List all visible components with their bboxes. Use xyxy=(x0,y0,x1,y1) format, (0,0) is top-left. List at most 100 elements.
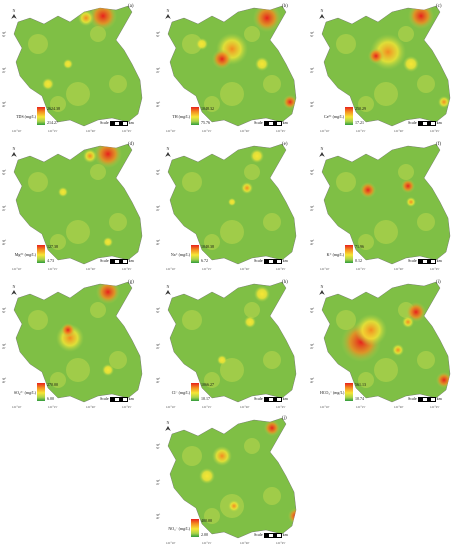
hotspot xyxy=(392,344,404,356)
scale-unit: km xyxy=(128,396,134,401)
hotspot xyxy=(96,282,120,304)
longitude-label: 121°10′ xyxy=(12,267,22,271)
scale-unit: km xyxy=(282,532,288,537)
scale-label: Scale xyxy=(100,120,109,125)
north-letter: N xyxy=(12,8,16,13)
latitude-label: 38° 45′ xyxy=(2,67,7,74)
scale-bar: Scale km xyxy=(408,120,442,126)
value-zone xyxy=(204,372,220,388)
latitude-label: 38° 45′ xyxy=(156,479,161,486)
scale-unit: km xyxy=(436,258,442,263)
latitude-label: 38° 45′ xyxy=(310,343,315,350)
legend-max: 1040.38 xyxy=(201,244,214,249)
hotspot xyxy=(63,59,73,69)
scale-bar: Scale km xyxy=(254,532,288,538)
hotspot xyxy=(253,6,281,32)
value-zone xyxy=(358,96,374,112)
value-zone xyxy=(244,302,260,318)
legend-min: 6.72 xyxy=(201,258,208,263)
map-panel: (h) N ⮝ 38° 50′ 38° 45′ 38° 40′ 121°10′ 121°15′ 121… xyxy=(156,278,306,410)
latitude-label: 38° 45′ xyxy=(156,343,161,350)
value-zone xyxy=(417,213,435,231)
north-arrow: N ⮝ xyxy=(10,8,18,21)
panel-label: (b) xyxy=(282,4,288,9)
legend-min: 17.21 xyxy=(355,120,364,125)
north-letter: N xyxy=(166,146,170,151)
value-zone xyxy=(263,487,281,505)
panel-label: (j) xyxy=(282,416,287,421)
value-zone xyxy=(244,26,260,42)
longitude-label: 121°10′ xyxy=(166,267,176,271)
latitude-label: 38° 50′ xyxy=(156,169,161,176)
longitude-label: 121°15′ xyxy=(356,405,366,409)
hotspot xyxy=(288,508,296,524)
latitude-label: 38° 40′ xyxy=(2,101,7,108)
north-arrow-icon: ⮝ xyxy=(319,151,325,159)
scale-bar: Scale km xyxy=(100,120,134,126)
longitude-label: 121°25′ xyxy=(276,405,286,409)
value-zone xyxy=(358,234,374,250)
map-svg xyxy=(321,143,451,265)
value-zone xyxy=(204,234,220,250)
map-panel: (i) N ⮝ 38° 50′ 38° 45′ 38° 40′ 121°10′ 121°15′ 121… xyxy=(310,278,460,410)
scale-bar-graphic xyxy=(263,532,282,538)
north-arrow: N ⮝ xyxy=(10,146,18,159)
hotspot xyxy=(212,49,232,69)
scale-unit: km xyxy=(128,258,134,263)
latitude-label: 38° 45′ xyxy=(310,205,315,212)
scale-bar: Scale km xyxy=(408,396,442,402)
panel-label: (f) xyxy=(436,142,441,147)
legend-color-ramp xyxy=(345,383,353,401)
north-arrow: N ⮝ xyxy=(164,8,172,21)
north-arrow: N ⮝ xyxy=(318,146,326,159)
map-svg xyxy=(321,281,451,403)
longitude-label: 121°25′ xyxy=(122,267,132,271)
value-zone xyxy=(417,75,435,93)
latitude-label: 38° 50′ xyxy=(2,307,7,314)
value-zone xyxy=(244,438,260,454)
north-arrow-icon: ⮝ xyxy=(11,289,17,297)
longitude-label: 121°15′ xyxy=(202,541,212,545)
longitude-label: 121°15′ xyxy=(48,405,58,409)
scale-label: Scale xyxy=(408,120,417,125)
panel-label: (i) xyxy=(436,280,441,285)
hotspot xyxy=(447,205,450,219)
hotspot xyxy=(244,316,256,328)
latitude-label: 38° 50′ xyxy=(2,31,7,38)
longitude-label: 121°10′ xyxy=(12,405,22,409)
north-arrow: N ⮝ xyxy=(10,284,18,297)
value-zone xyxy=(220,82,244,106)
value-zone xyxy=(182,310,202,330)
value-zone xyxy=(263,75,281,93)
longitude-label: 121°25′ xyxy=(430,405,440,409)
latitude-label: 38° 50′ xyxy=(156,443,161,450)
study-area-outline xyxy=(321,143,451,265)
longitude-label: 121°25′ xyxy=(430,267,440,271)
north-letter: N xyxy=(320,8,324,13)
north-arrow-icon: ⮝ xyxy=(165,425,171,433)
longitude-label: 121°20′ xyxy=(240,405,250,409)
longitude-label: 121°15′ xyxy=(48,129,58,133)
scale-bar-graphic xyxy=(263,120,282,126)
map-svg xyxy=(13,5,143,127)
legend: 561.13 10.74 HCO₃⁻ (mg/L) xyxy=(320,382,384,404)
value-zone xyxy=(182,34,202,54)
map-panel: (a) N ⮝ 38° 50′ 38° 45′ 38° 40′ 121°10′ 121°15′ 121… xyxy=(2,2,152,134)
longitude-label: 121°15′ xyxy=(356,267,366,271)
value-zone xyxy=(204,508,220,524)
longitude-label: 121°20′ xyxy=(86,405,96,409)
hotspot xyxy=(436,372,450,388)
scale-label: Scale xyxy=(254,532,263,537)
map-panel: (b) N ⮝ 38° 50′ 38° 45′ 38° 40′ 121°10′ 121°15′ 121… xyxy=(156,2,306,134)
latitude-label: 38° 50′ xyxy=(156,31,161,38)
value-zone xyxy=(182,446,202,466)
north-letter: N xyxy=(12,146,16,151)
map-panel: (d) N ⮝ 38° 50′ 38° 45′ 38° 40′ 121°10′ 121°15′ 121… xyxy=(2,140,152,272)
north-arrow: N ⮝ xyxy=(164,284,172,297)
value-zone xyxy=(220,358,244,382)
map-panel: (j) N ⮝ 38° 50′ 38° 45′ 38° 40′ 121°10′ 121°15′ 121… xyxy=(156,414,306,546)
hotspot xyxy=(103,237,113,247)
panel-label: (a) xyxy=(128,4,134,9)
value-zone xyxy=(28,34,48,54)
hotspot xyxy=(360,182,376,198)
